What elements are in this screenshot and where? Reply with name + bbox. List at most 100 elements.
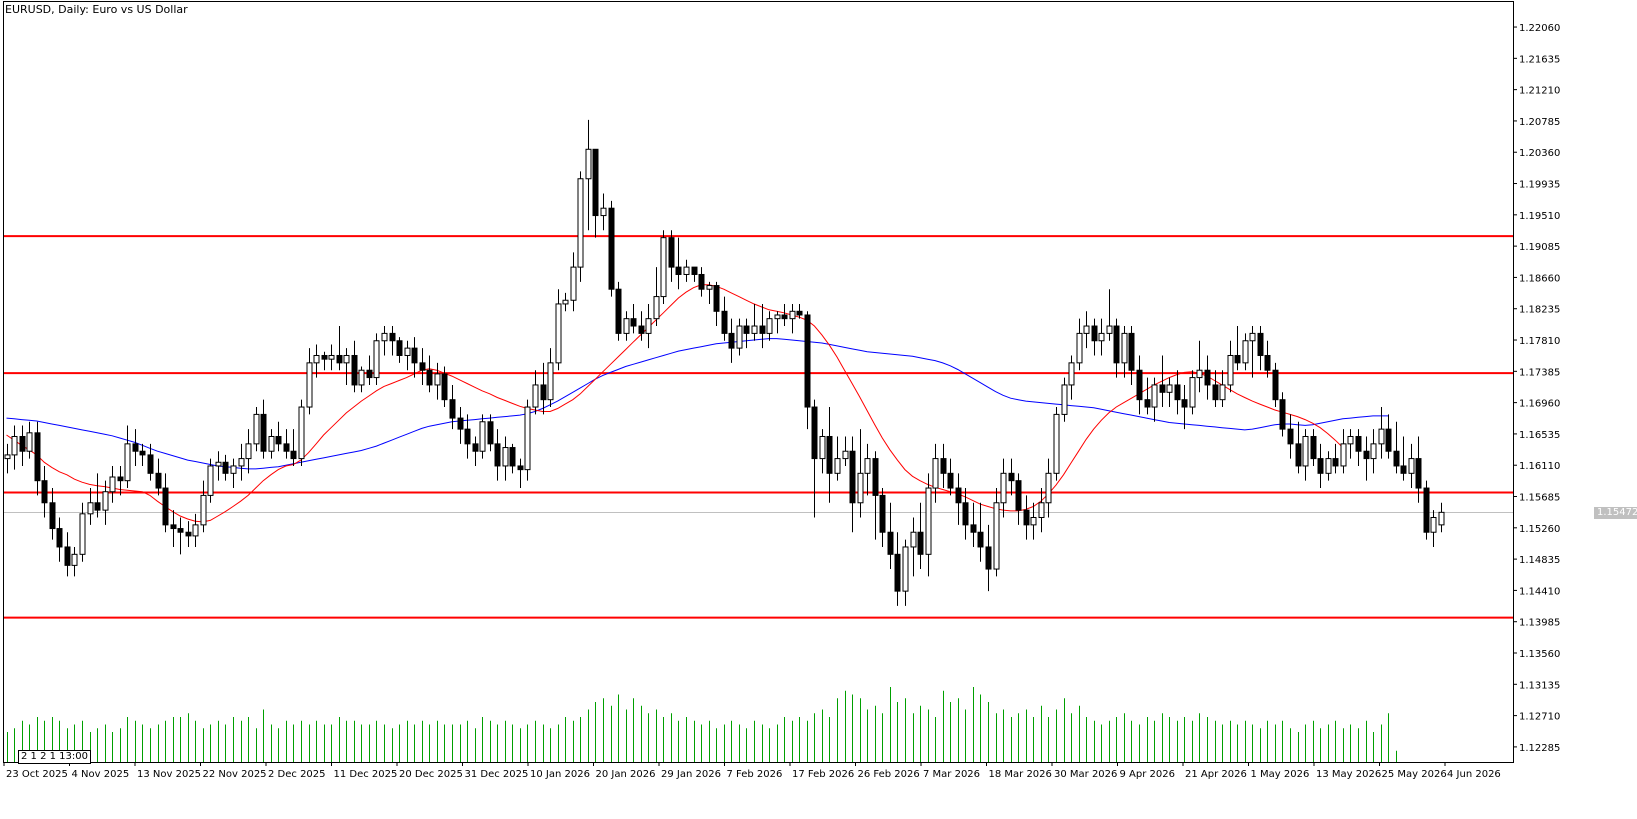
candle [426, 355, 433, 393]
candle [1053, 407, 1060, 481]
candle-body-down [64, 546, 71, 566]
candle [230, 458, 237, 489]
time-axis: 23 Oct 2025 4 Nov 2025 13 Nov 2025 22 Nov 2… [3, 762, 1501, 780]
candle [26, 421, 33, 459]
candle [1408, 443, 1415, 489]
candle-body-up [328, 354, 335, 360]
candle [1438, 502, 1445, 533]
candle [940, 443, 947, 489]
candle-body-up [570, 266, 577, 301]
candle [683, 259, 690, 282]
candle-body-down [1204, 369, 1211, 386]
candle-body-up [207, 465, 214, 496]
candle-body-up [268, 435, 275, 452]
candle [1038, 488, 1045, 533]
candle-body-down [396, 340, 403, 356]
candle-body-down [1317, 458, 1324, 474]
y-tick-label: 1.17810 [1519, 336, 1560, 347]
candle [419, 348, 426, 385]
candle [517, 458, 524, 489]
candle [902, 539, 909, 606]
candle-body-down [1363, 450, 1370, 460]
candle-body-down [1393, 450, 1400, 467]
candle-body-up [751, 325, 758, 334]
candle [494, 429, 501, 481]
y-tick-label: 1.13560 [1519, 649, 1560, 660]
candle-body-down [441, 373, 448, 401]
candle-body-up [902, 546, 909, 592]
candle [1430, 510, 1437, 547]
candle-body-up [1242, 340, 1249, 364]
volume-histogram [7, 687, 1397, 762]
candle-body-down [1008, 472, 1015, 482]
candle [162, 473, 169, 533]
candle-body-down [177, 528, 184, 533]
candle-body-up [736, 325, 743, 349]
candle [366, 355, 373, 385]
candle [351, 340, 358, 393]
candle-body-up [1219, 384, 1226, 401]
candle [524, 399, 531, 481]
candle [759, 303, 766, 349]
candle-body-up [200, 494, 207, 526]
candle [1257, 326, 1264, 371]
candle [1249, 326, 1256, 378]
candle-body-up [192, 524, 199, 537]
candle-body-down [290, 450, 297, 460]
candle-body-down [879, 494, 886, 533]
candle [1295, 421, 1302, 474]
candle-body-down [1234, 354, 1241, 364]
candle-body-down [494, 443, 501, 467]
candle-body-down [155, 472, 162, 489]
candle [185, 521, 192, 547]
x-tick-label: 11 Dec 2025 [334, 769, 398, 780]
candle-body-down [94, 502, 101, 511]
candle [555, 289, 562, 371]
candle-body-down [49, 502, 56, 530]
candle-body-down [970, 524, 977, 533]
candle-body-up [253, 413, 260, 445]
candle-body-up [1249, 332, 1256, 342]
chart-title: EURUSD, Daily: Euro vs US Dollar [5, 3, 188, 16]
candle-body-up [683, 266, 690, 275]
candle-body-down [608, 207, 615, 290]
price-axis: 1.22060 1.21635 1.21210 1.20785 1.20360 1.199… [1513, 23, 1560, 754]
period-separator-box: 2 1 2 1 13:00 [18, 750, 91, 764]
candle [947, 458, 954, 496]
candle [1310, 429, 1317, 466]
candle [200, 480, 207, 533]
candle [441, 366, 448, 408]
candle [479, 414, 486, 459]
candle [1151, 377, 1158, 422]
candle [132, 429, 139, 466]
candle [192, 513, 199, 547]
candle-body-down [894, 553, 901, 592]
candle-body-up [404, 347, 411, 356]
candle-body-down [713, 285, 720, 312]
plot-frame [3, 1, 1514, 763]
candle-body-up [479, 421, 486, 452]
y-tick-label: 1.19510 [1519, 211, 1560, 222]
candle [336, 326, 343, 371]
candle-body-down [56, 528, 63, 548]
candle [796, 303, 803, 319]
candle-body-down [1159, 384, 1166, 393]
candle [487, 414, 494, 452]
candle [245, 429, 252, 474]
candle [1144, 377, 1151, 415]
candle-body-up [789, 310, 796, 320]
candle-body-down [1113, 325, 1120, 364]
candle-body-down [321, 354, 328, 360]
candle [147, 443, 154, 481]
candle-body-up [600, 207, 607, 217]
candle [1332, 443, 1339, 474]
candle [653, 267, 660, 327]
candle-body-up [1098, 332, 1105, 342]
candle-body-up [532, 384, 539, 408]
candle-body-up [79, 513, 86, 555]
candle [1378, 407, 1385, 459]
y-tick-label: 1.16960 [1519, 399, 1560, 410]
candle-body-up [1438, 511, 1445, 526]
horizontal-lines[interactable] [4, 235, 1513, 619]
